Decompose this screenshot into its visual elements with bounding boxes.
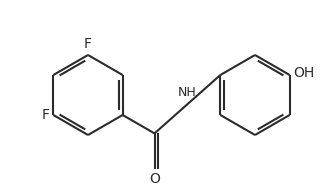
Text: F: F [41, 108, 49, 122]
Text: OH: OH [294, 66, 315, 80]
Text: NH: NH [178, 86, 197, 99]
Text: F: F [84, 37, 92, 51]
Text: O: O [149, 172, 160, 186]
